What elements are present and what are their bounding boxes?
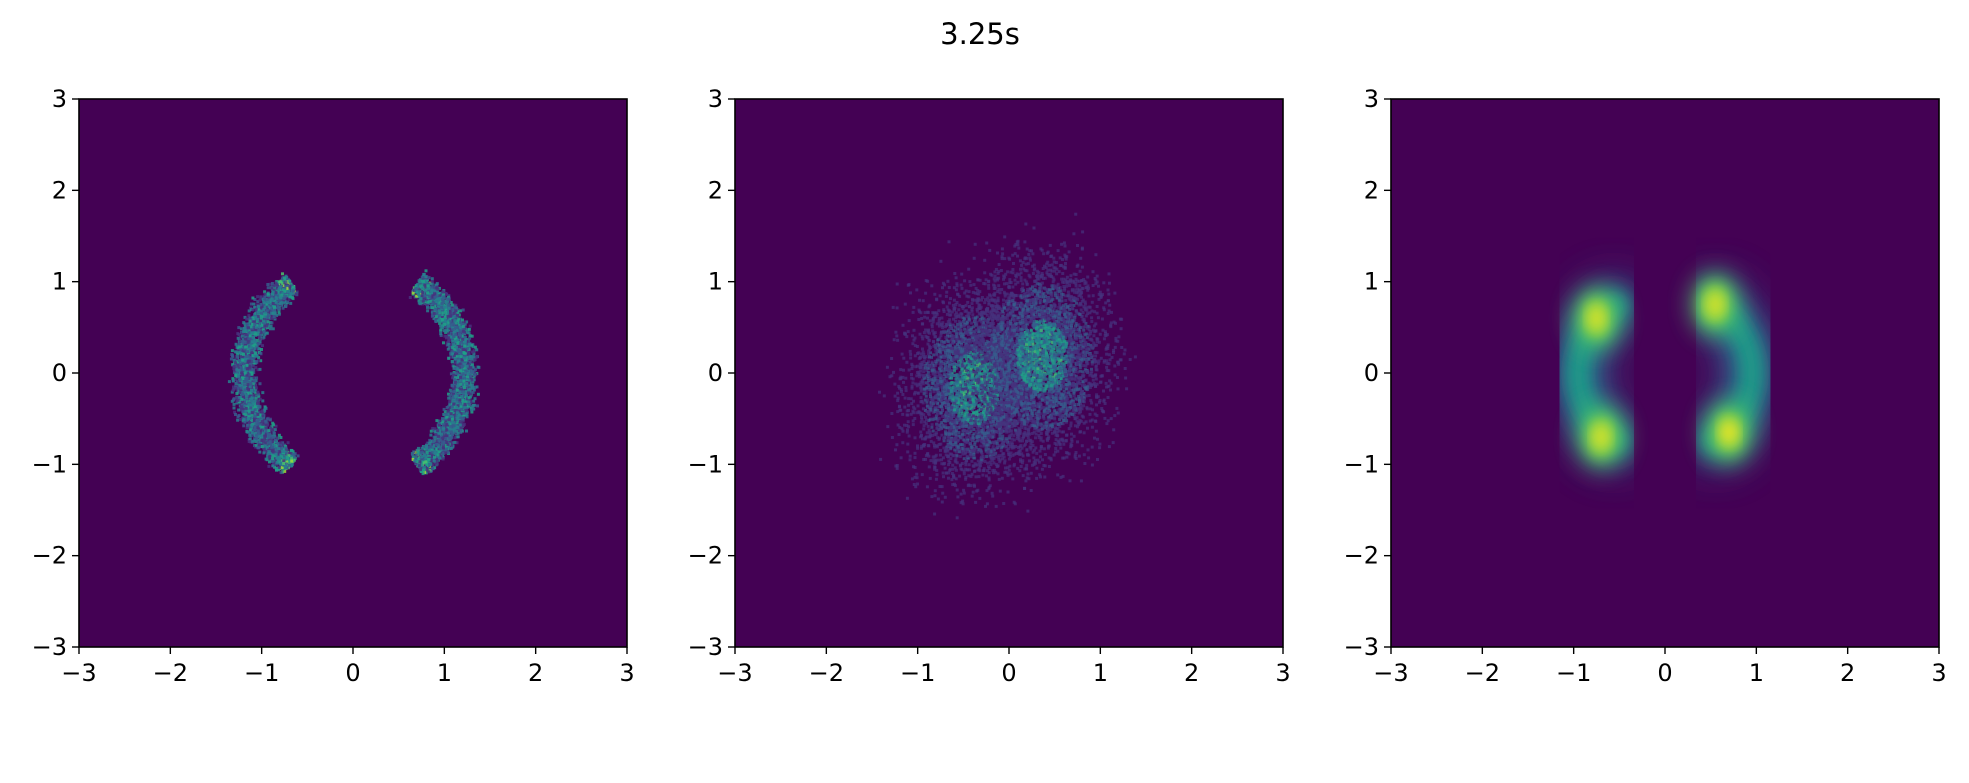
x-tick-label: 1 xyxy=(1093,659,1108,687)
y-tick-label: −2 xyxy=(32,542,67,570)
y-tick-label: 0 xyxy=(708,359,723,387)
panel-middle: −3 −2 −1 0 1 2 3 −3 −2 −1 0 1 2 3 xyxy=(688,85,1291,687)
x-tick-label: 2 xyxy=(1840,659,1855,687)
x-tick-label: 3 xyxy=(1931,659,1946,687)
x-tick-label: 0 xyxy=(1001,659,1016,687)
heatmap-background xyxy=(1391,99,1939,647)
panel-left: −3 −2 −1 0 1 2 3 −3 −2 −1 0 1 2 3 xyxy=(32,85,635,687)
heatmap-density xyxy=(1553,272,1777,469)
heatmap-background xyxy=(79,99,627,647)
y-tick-label: 2 xyxy=(1364,176,1379,204)
heatmap-density xyxy=(227,269,481,476)
y-tick-label: 3 xyxy=(708,85,723,113)
x-tick-label: 1 xyxy=(1749,659,1764,687)
panel-right: −3 −2 −1 0 1 2 3 −3 −2 −1 0 1 2 3 xyxy=(1344,85,1947,687)
y-tick-label: −3 xyxy=(1344,633,1379,661)
x-tick-label: 1 xyxy=(437,659,452,687)
y-tick-label: −1 xyxy=(32,450,67,478)
y-tick-label: 1 xyxy=(52,268,67,296)
y-tick-label: 2 xyxy=(52,176,67,204)
x-tick-label: −3 xyxy=(717,659,752,687)
y-tick-label: −3 xyxy=(688,633,723,661)
y-tick-label: −3 xyxy=(32,633,67,661)
x-tick-label: −2 xyxy=(809,659,844,687)
x-tick-label: −1 xyxy=(900,659,935,687)
x-tick-label: 2 xyxy=(1184,659,1199,687)
figure-title: 3.25s xyxy=(940,17,1020,51)
y-tick-label: 0 xyxy=(52,359,67,387)
y-tick-label: 3 xyxy=(52,85,67,113)
x-tick-label: 0 xyxy=(345,659,360,687)
y-tick-label: 1 xyxy=(1364,268,1379,296)
x-tick-label: 3 xyxy=(1275,659,1290,687)
x-tick-label: −2 xyxy=(1465,659,1500,687)
x-tick-label: −3 xyxy=(1373,659,1408,687)
x-tick-label: 2 xyxy=(528,659,543,687)
y-tick-label: −1 xyxy=(688,450,723,478)
x-tick-label: −2 xyxy=(153,659,188,687)
x-tick-label: 3 xyxy=(619,659,634,687)
y-tick-label: 2 xyxy=(708,176,723,204)
y-tick-label: 0 xyxy=(1364,359,1379,387)
y-tick-label: 3 xyxy=(1364,85,1379,113)
y-tick-label: −2 xyxy=(1344,542,1379,570)
x-tick-label: 0 xyxy=(1657,659,1672,687)
y-tick-label: −2 xyxy=(688,542,723,570)
y-tick-label: 1 xyxy=(708,268,723,296)
x-tick-label: −1 xyxy=(1556,659,1591,687)
y-tick-label: −1 xyxy=(1344,450,1379,478)
x-tick-label: −3 xyxy=(61,659,96,687)
x-tick-label: −1 xyxy=(244,659,279,687)
panels: −3 −2 −1 0 1 2 3 −3 −2 −1 0 1 2 3 −3 −2 −1 0 1 2 3 −3 −2 −1 0 1 2 3… xyxy=(32,85,1947,687)
heatmap-density xyxy=(878,212,1137,520)
